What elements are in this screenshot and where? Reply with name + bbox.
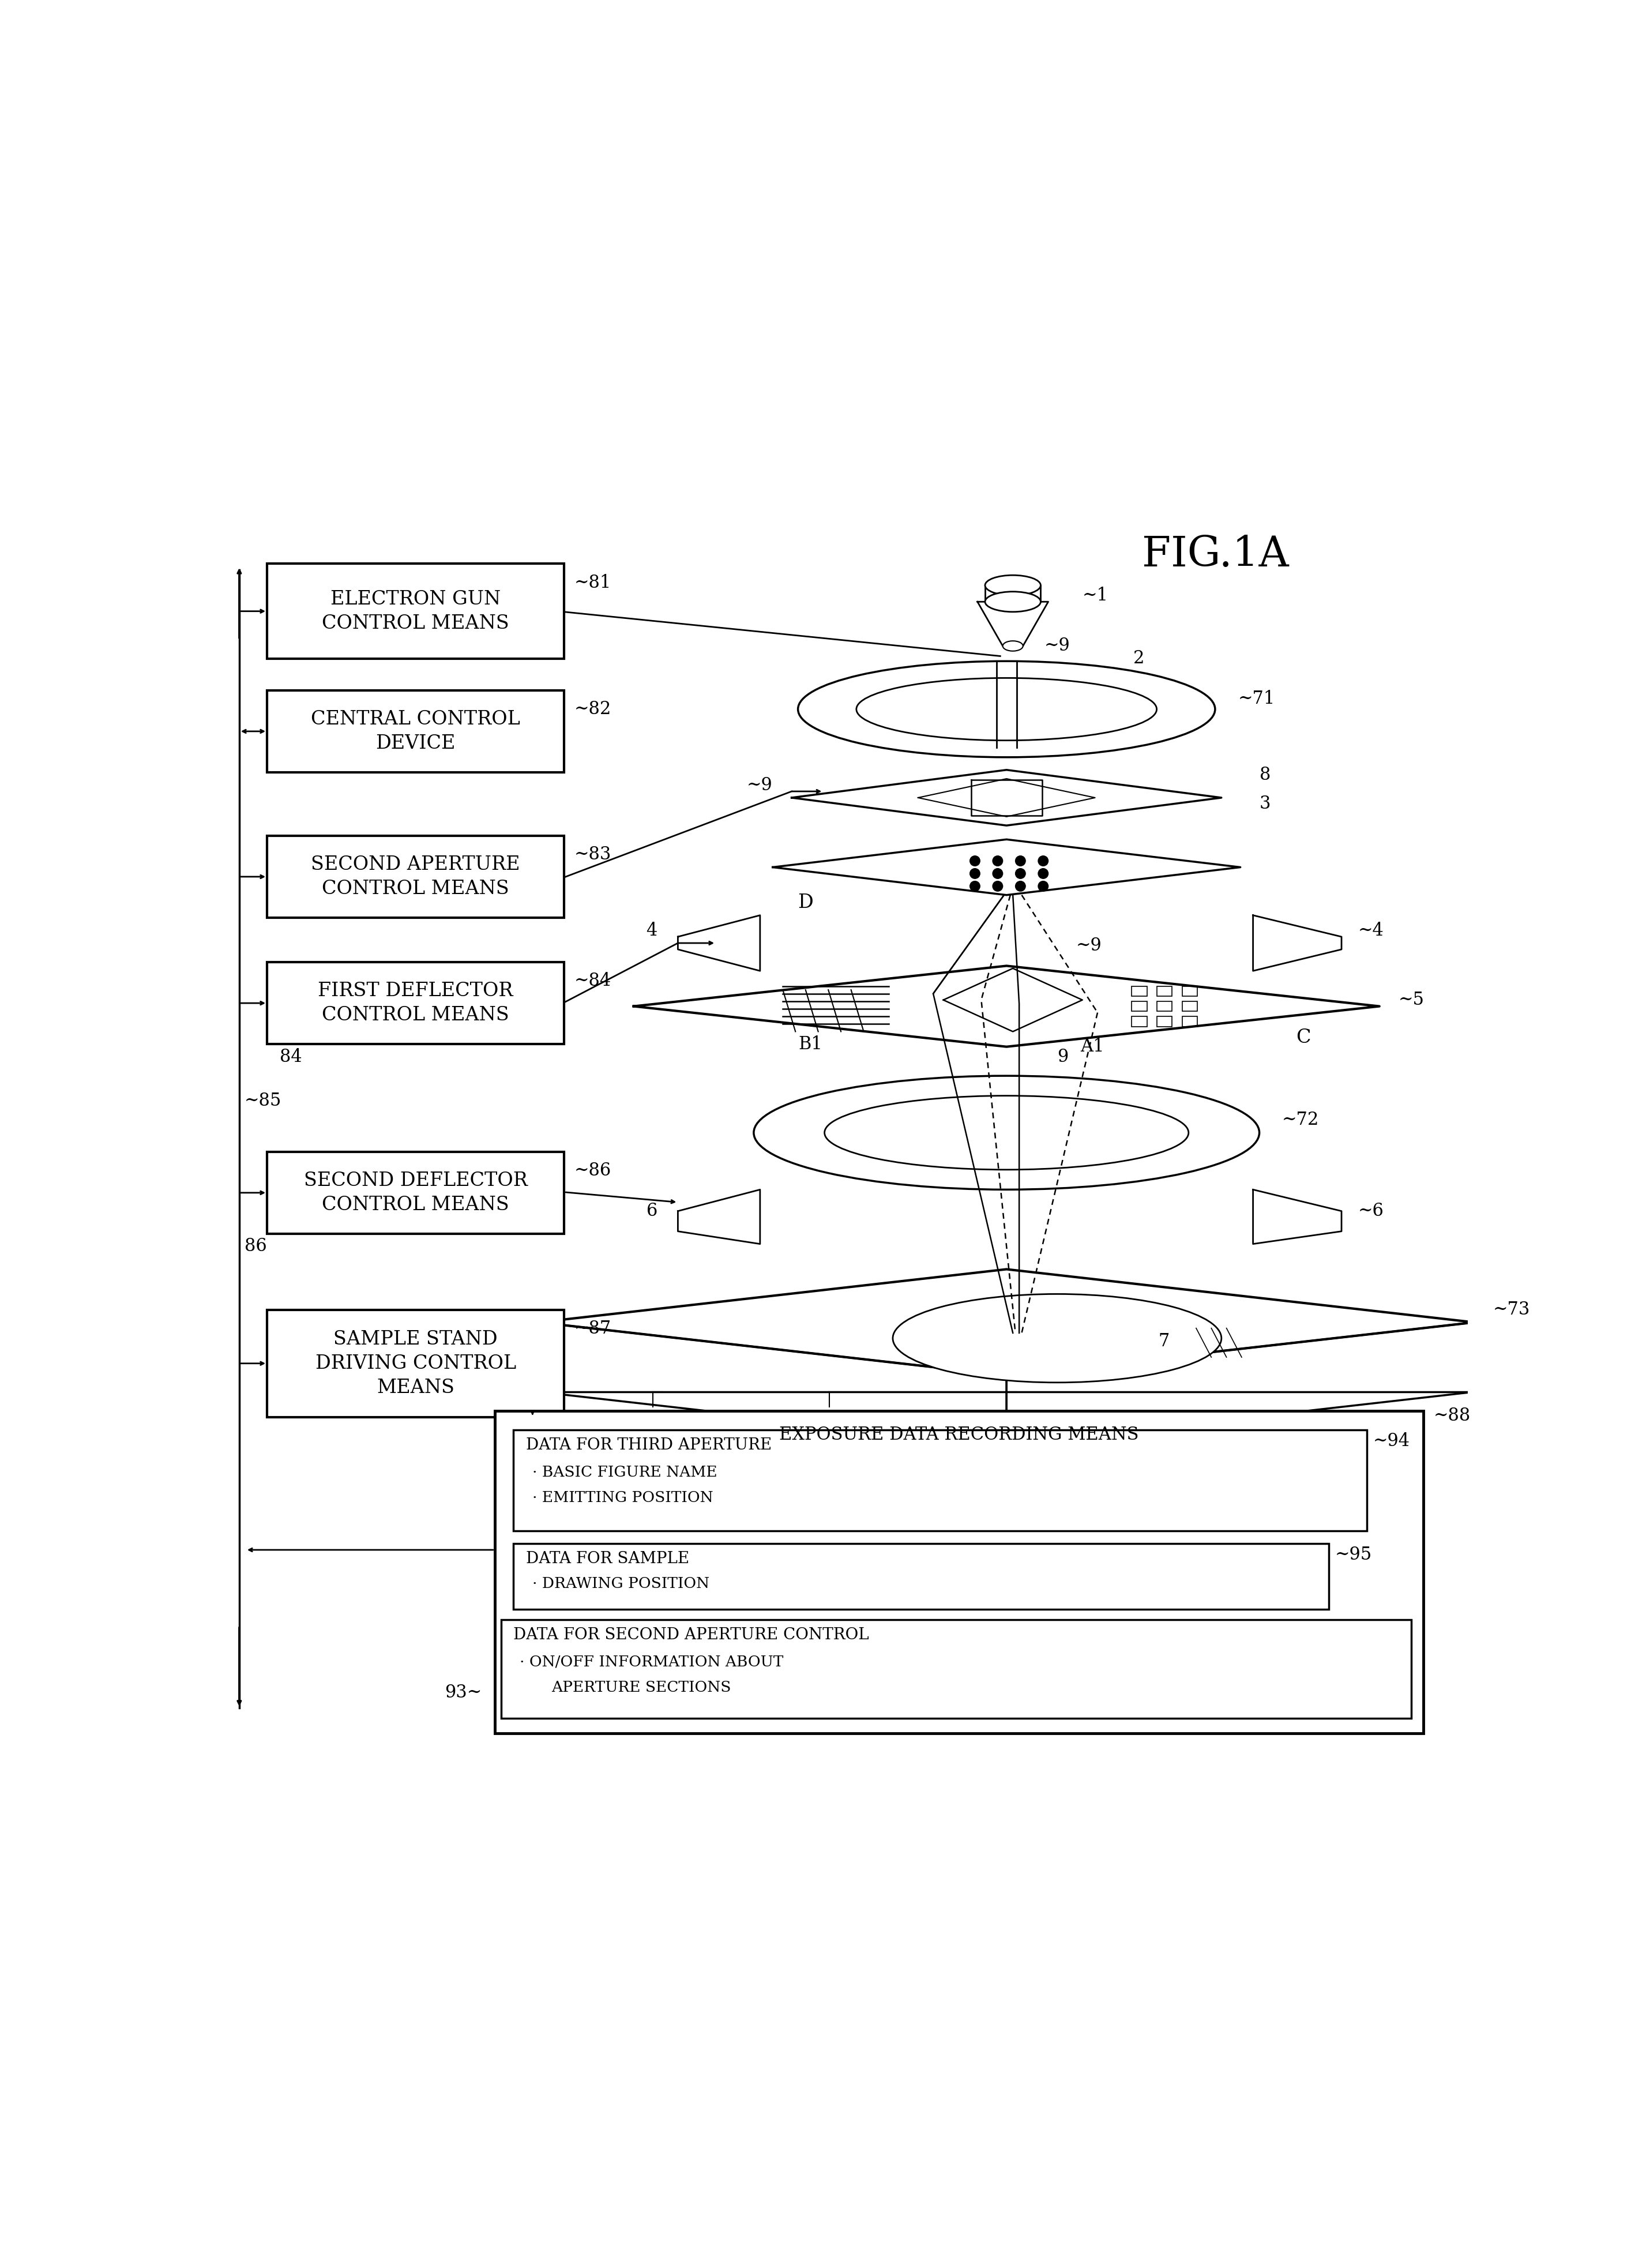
Text: DATA FOR SECOND APERTURE CONTROL: DATA FOR SECOND APERTURE CONTROL — [514, 1626, 869, 1642]
Text: · BASIC FIGURE NAME: · BASIC FIGURE NAME — [533, 1465, 718, 1479]
Circle shape — [1037, 855, 1049, 866]
Circle shape — [970, 882, 980, 891]
Text: SECOND DEFLECTOR
CONTROL MEANS: SECOND DEFLECTOR CONTROL MEANS — [303, 1170, 527, 1213]
Text: APERTURE SECTIONS: APERTURE SECTIONS — [551, 1681, 731, 1694]
Text: 9: 9 — [1057, 1048, 1068, 1066]
Text: ~9: ~9 — [747, 776, 773, 794]
Circle shape — [1016, 869, 1026, 878]
Text: · DRAWING POSITION: · DRAWING POSITION — [533, 1576, 709, 1590]
Text: ~85: ~85 — [245, 1093, 282, 1109]
Ellipse shape — [1003, 642, 1023, 651]
Circle shape — [993, 882, 1003, 891]
Circle shape — [993, 855, 1003, 866]
FancyBboxPatch shape — [267, 1309, 564, 1418]
Text: ~83: ~83 — [574, 846, 612, 864]
Text: ~88: ~88 — [1434, 1406, 1471, 1424]
Ellipse shape — [985, 592, 1041, 612]
Text: ~72: ~72 — [1282, 1111, 1319, 1129]
Text: B1: B1 — [799, 1034, 822, 1052]
Ellipse shape — [798, 662, 1215, 758]
Text: 86: 86 — [245, 1238, 267, 1256]
Ellipse shape — [985, 576, 1041, 596]
Text: ~9: ~9 — [1076, 937, 1103, 955]
Text: SECOND APERTURE
CONTROL MEANS: SECOND APERTURE CONTROL MEANS — [312, 855, 520, 898]
Text: ELECTRON GUN
CONTROL MEANS: ELECTRON GUN CONTROL MEANS — [321, 590, 509, 633]
Text: EXPOSURE DATA RECORDING MEANS: EXPOSURE DATA RECORDING MEANS — [780, 1427, 1138, 1445]
FancyBboxPatch shape — [501, 1619, 1411, 1719]
Circle shape — [993, 869, 1003, 878]
FancyBboxPatch shape — [267, 565, 564, 658]
FancyBboxPatch shape — [267, 835, 564, 919]
Text: 93~: 93~ — [445, 1683, 483, 1701]
Text: ~86: ~86 — [574, 1161, 612, 1179]
Circle shape — [1037, 869, 1049, 878]
Text: ~81: ~81 — [574, 574, 612, 592]
Text: ~87: ~87 — [574, 1320, 612, 1338]
Ellipse shape — [892, 1295, 1222, 1383]
Text: ~84: ~84 — [574, 973, 612, 991]
Text: DATA FOR SAMPLE: DATA FOR SAMPLE — [527, 1551, 690, 1567]
Text: 3: 3 — [1259, 796, 1271, 812]
Text: A1: A1 — [1080, 1039, 1104, 1055]
Circle shape — [1037, 882, 1049, 891]
Text: C: C — [1297, 1030, 1311, 1048]
Text: ~82: ~82 — [574, 701, 612, 719]
Text: 4: 4 — [646, 921, 657, 939]
Text: 2: 2 — [1134, 649, 1145, 667]
Text: D: D — [798, 894, 814, 912]
Text: FIRST DEFLECTOR
CONTROL MEANS: FIRST DEFLECTOR CONTROL MEANS — [318, 982, 514, 1025]
Text: 84: 84 — [281, 1048, 302, 1066]
Text: 6: 6 — [646, 1202, 657, 1220]
Text: ~73: ~73 — [1492, 1302, 1530, 1318]
Text: ~6: ~6 — [1359, 1202, 1383, 1220]
Text: ~71: ~71 — [1238, 689, 1275, 708]
FancyBboxPatch shape — [267, 689, 564, 773]
Text: ~5: ~5 — [1398, 991, 1424, 1009]
Text: FIG.1A: FIG.1A — [1142, 535, 1288, 576]
Text: ~9: ~9 — [1044, 637, 1070, 655]
FancyBboxPatch shape — [267, 962, 564, 1043]
Circle shape — [970, 869, 980, 878]
Circle shape — [1016, 855, 1026, 866]
Text: ~95: ~95 — [1336, 1547, 1372, 1565]
Text: ~1: ~1 — [1083, 587, 1109, 603]
FancyBboxPatch shape — [514, 1545, 1329, 1610]
Circle shape — [1016, 882, 1026, 891]
Ellipse shape — [856, 678, 1156, 739]
Text: 8: 8 — [1259, 767, 1271, 785]
Text: ~94: ~94 — [1373, 1433, 1411, 1449]
Ellipse shape — [825, 1095, 1189, 1170]
FancyBboxPatch shape — [494, 1411, 1424, 1733]
Text: CENTRAL CONTROL
DEVICE: CENTRAL CONTROL DEVICE — [312, 710, 520, 753]
Text: · ON/OFF INFORMATION ABOUT: · ON/OFF INFORMATION ABOUT — [520, 1656, 783, 1669]
Text: DATA FOR THIRD APERTURE: DATA FOR THIRD APERTURE — [527, 1438, 771, 1454]
Text: ~4: ~4 — [1359, 921, 1383, 939]
FancyBboxPatch shape — [267, 1152, 564, 1234]
Text: 7: 7 — [1158, 1331, 1169, 1349]
Text: SAMPLE STAND
DRIVING CONTROL
MEANS: SAMPLE STAND DRIVING CONTROL MEANS — [315, 1329, 515, 1397]
Circle shape — [970, 855, 980, 866]
Ellipse shape — [754, 1075, 1259, 1191]
FancyBboxPatch shape — [514, 1429, 1367, 1531]
Text: · EMITTING POSITION: · EMITTING POSITION — [533, 1490, 713, 1506]
